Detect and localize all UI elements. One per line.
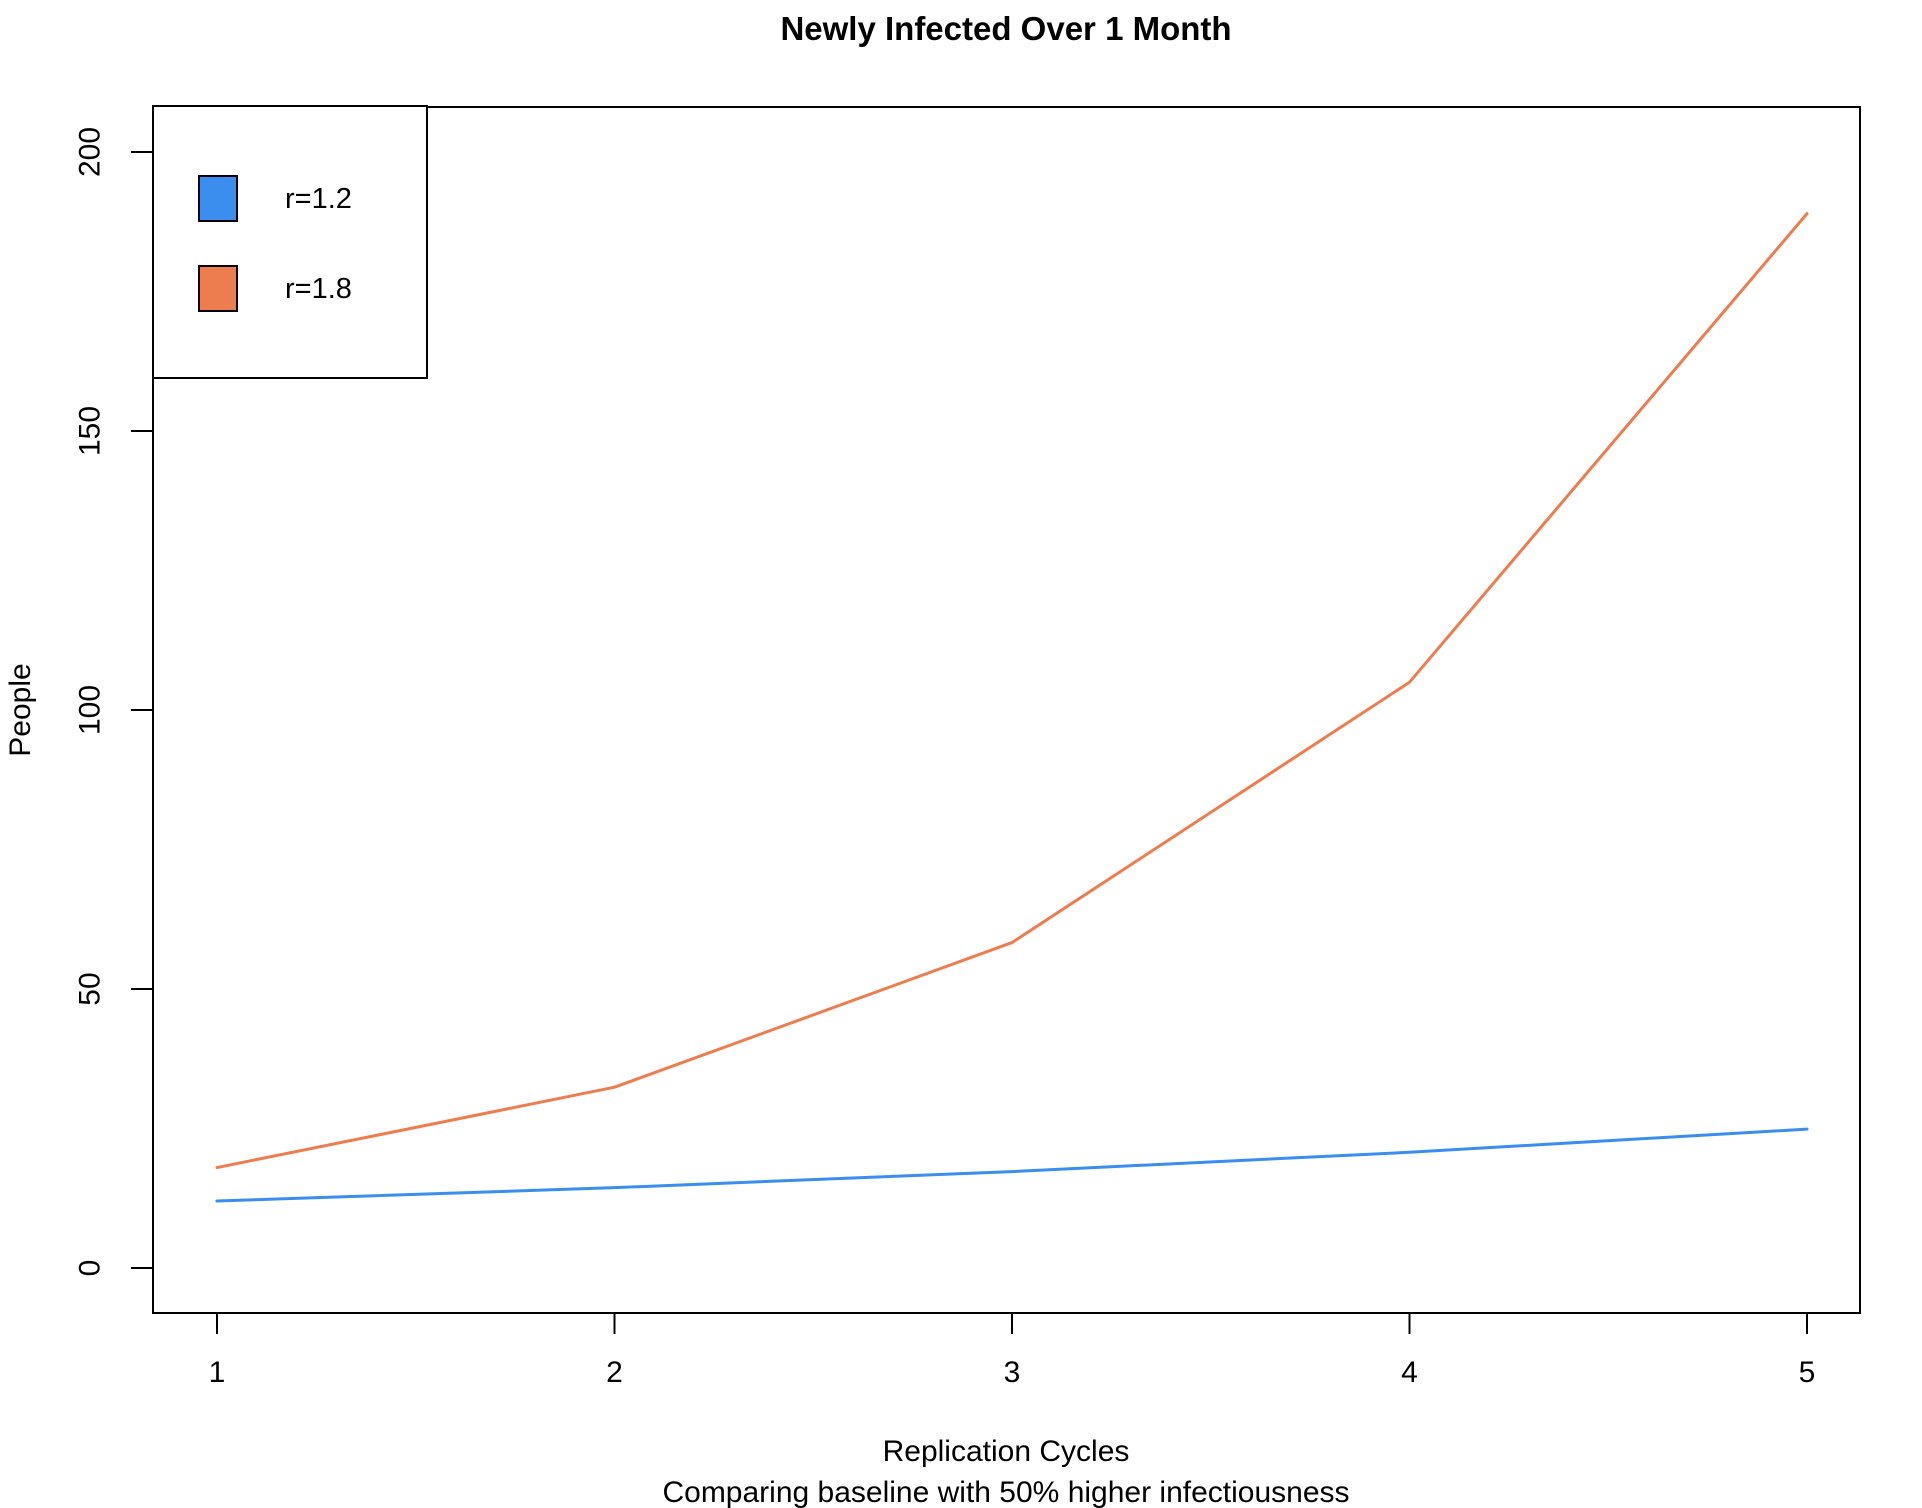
y-tick-label: 150 <box>74 406 107 456</box>
x-tick-label: 3 <box>1004 1356 1021 1389</box>
legend-items: r=1.2 r=1.8 <box>198 175 352 312</box>
y-tick-label: 100 <box>74 685 107 735</box>
x-axis-label: Replication Cycles <box>883 1435 1130 1468</box>
legend-swatch <box>198 175 238 222</box>
x-tick-label: 4 <box>1401 1356 1418 1389</box>
legend-swatch <box>198 265 238 312</box>
x-tick-label: 5 <box>1799 1356 1816 1389</box>
legend-label: r=1.8 <box>285 273 352 305</box>
legend-label: r=1.2 <box>285 183 352 215</box>
legend: r=1.2 r=1.8 <box>152 105 428 379</box>
chart-subtitle: Comparing baseline with 50% higher infec… <box>662 1476 1349 1508</box>
x-axis: 1 2 3 4 5 <box>209 1313 1816 1389</box>
y-tick-label: 200 <box>74 127 107 177</box>
legend-box <box>152 105 428 379</box>
x-tick-label: 1 <box>209 1356 226 1389</box>
chart-title: Newly Infected Over 1 Month <box>780 10 1231 47</box>
y-tick-label: 50 <box>74 972 107 1005</box>
x-tick-label: 2 <box>606 1356 623 1389</box>
y-tick-label: 0 <box>74 1260 107 1277</box>
y-axis: 0 50 100 150 200 <box>74 127 153 1277</box>
series-line-higher <box>215 212 1809 1170</box>
series-line-baseline <box>215 1127 1809 1203</box>
y-axis-label: People <box>4 663 37 756</box>
series-lines <box>215 212 1809 1203</box>
